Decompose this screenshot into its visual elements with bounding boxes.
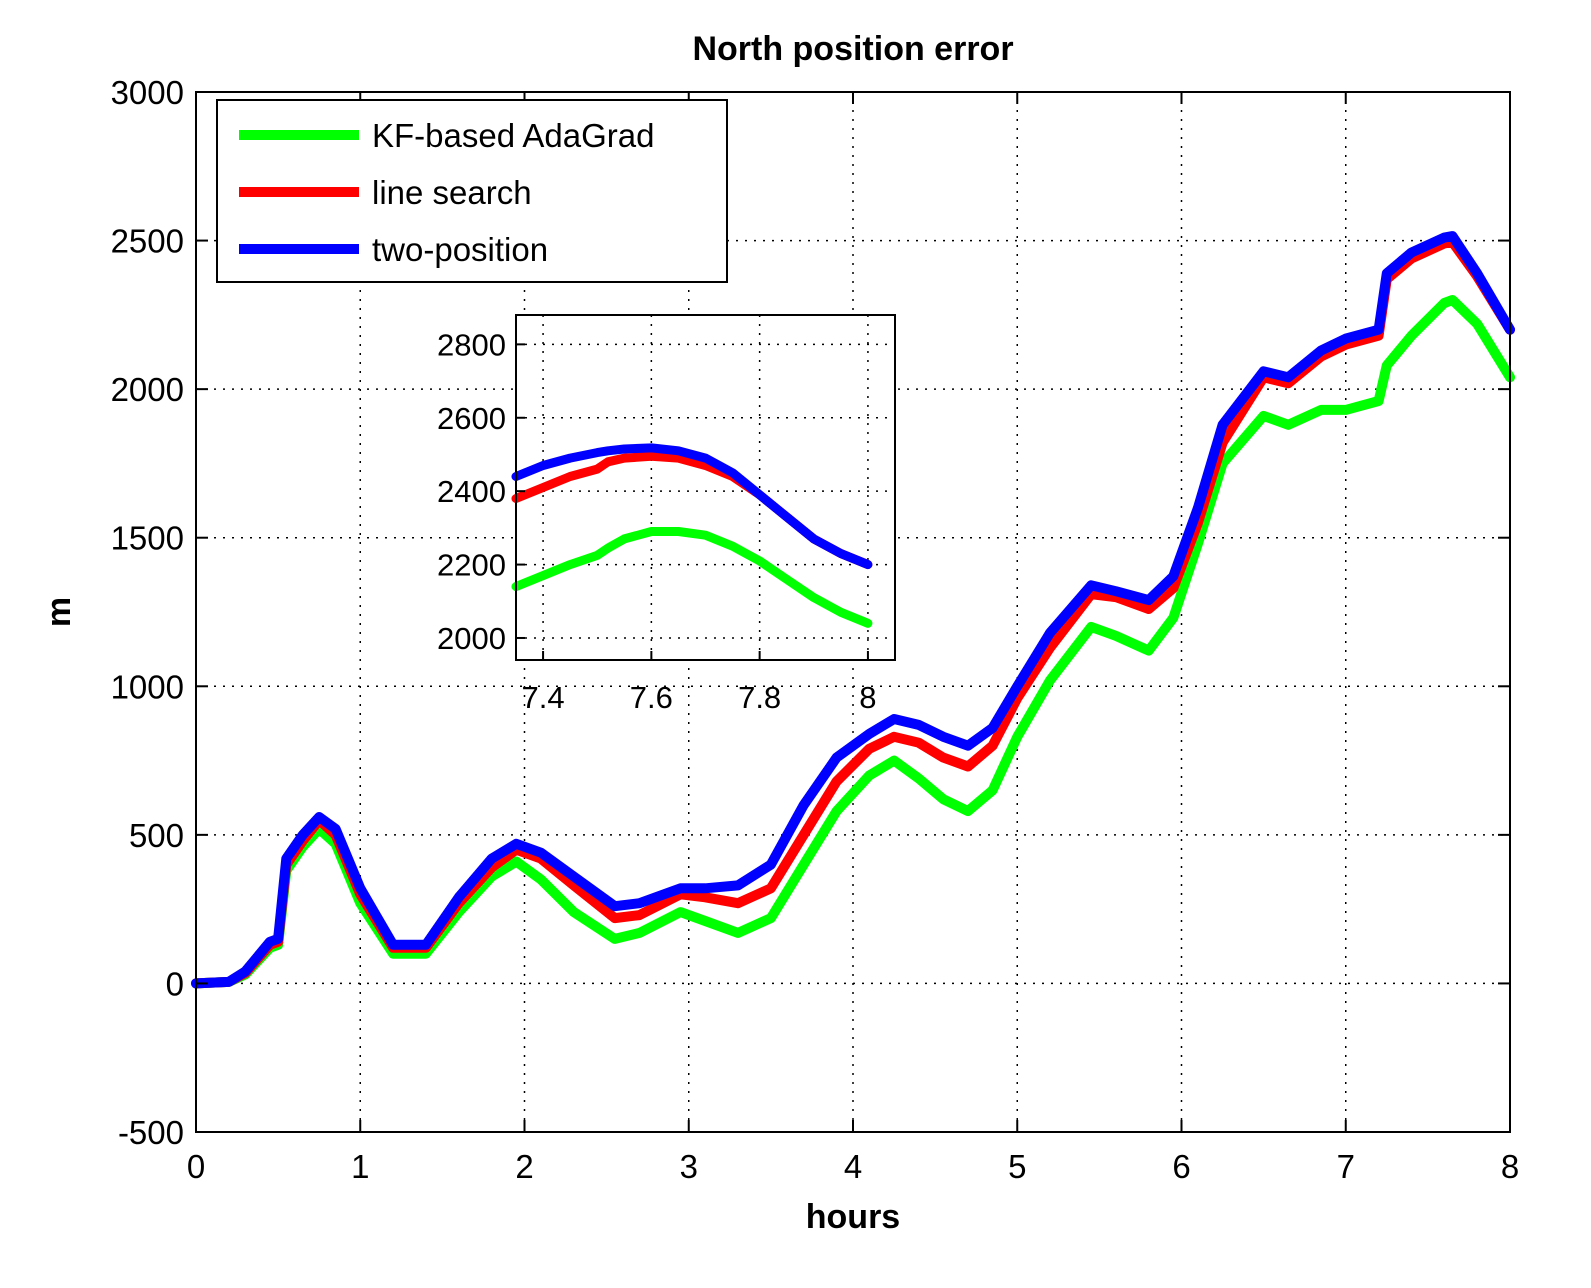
legend-label: KF-based AdaGrad [372, 117, 655, 154]
inset-y-tick-label: 2600 [437, 401, 506, 436]
x-tick-label: 1 [351, 1148, 369, 1185]
series-line-two-position [191, 231, 1515, 989]
y-tick-label: 500 [129, 817, 184, 854]
inset-chart: 7.4 7.6 7.8 8 2000 2200 2400 2600 2800 [437, 314, 896, 715]
legend: KF-based AdaGrad line search two-position [216, 99, 728, 283]
chart-title: North position error [692, 30, 1013, 68]
inset-y-tick-label: 2800 [437, 327, 506, 362]
x-tick-label: 2 [515, 1148, 533, 1185]
x-tick-label: 0 [187, 1148, 205, 1185]
legend-label: line search [372, 174, 532, 211]
y-tick-label: 0 [166, 965, 184, 1002]
x-tick-label: 6 [1172, 1148, 1190, 1185]
legend-label: two-position [372, 231, 548, 268]
y-tick-label: 2000 [111, 371, 184, 408]
inset-y-tick-label: 2000 [437, 621, 506, 656]
y-tick-label: 1500 [111, 520, 184, 557]
inset-frame [515, 314, 896, 661]
inset-x-tick-label: 8 [859, 680, 876, 715]
x-tick-label: 3 [680, 1148, 698, 1185]
y-tick-label: 2500 [111, 223, 184, 260]
inset-series-line-two-position [511, 443, 873, 570]
inset-y-tick-label: 2400 [437, 474, 506, 509]
y-tick-label: -500 [118, 1114, 184, 1151]
inset-x-tick-label: 7.4 [522, 680, 565, 715]
inset-x-tick-label: 7.6 [630, 680, 673, 715]
y-tick-label: 3000 [111, 74, 184, 111]
y-axis-label: m [40, 597, 78, 627]
x-tick-label: 5 [1008, 1148, 1026, 1185]
inset-series-line-kf-based-adagrad [511, 527, 873, 628]
main-series-group [191, 231, 1515, 989]
x-tick-label: 8 [1501, 1148, 1519, 1185]
x-axis-label: hours [806, 1198, 900, 1236]
x-tick-label: 7 [1337, 1148, 1355, 1185]
inset-y-tick-label: 2200 [437, 548, 506, 583]
x-tick-label: 4 [844, 1148, 862, 1185]
y-tick-label: 1000 [111, 668, 184, 705]
inset-x-tick-label: 7.8 [738, 680, 781, 715]
